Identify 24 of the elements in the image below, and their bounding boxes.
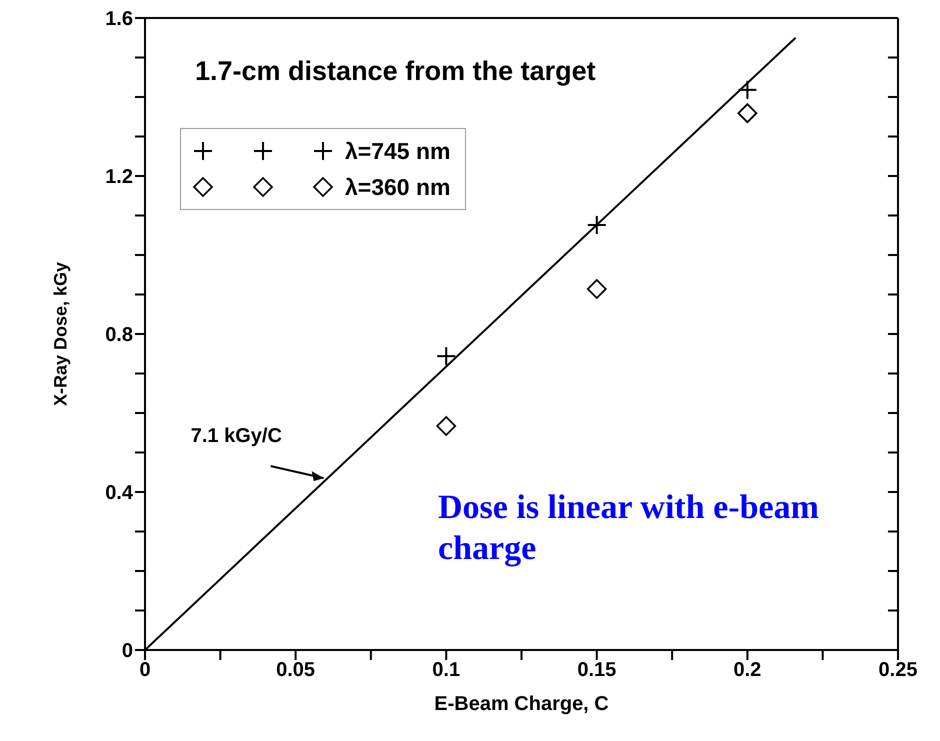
y-tick-label: 0.8 xyxy=(105,324,133,346)
annotation: 1.7-cm distance from the target xyxy=(195,56,596,87)
x-tick-label: 0.2 xyxy=(733,659,762,682)
x-tick-label: 0.25 xyxy=(878,659,918,682)
y-tick-label: 1.2 xyxy=(105,166,133,188)
point xyxy=(586,279,607,299)
x-tick-label: 0.1 xyxy=(432,659,460,682)
point xyxy=(436,416,456,436)
annotation: Dose is linear with e-beam charge xyxy=(438,488,820,569)
x-tick-label: 0.15 xyxy=(577,659,616,682)
point xyxy=(586,214,607,235)
annotation: 7.1 kGy/C xyxy=(190,425,282,448)
y-axis-title: X-Ray Dose, kGy xyxy=(50,262,70,406)
point xyxy=(737,80,758,100)
point xyxy=(738,103,758,124)
y-tick-label: 0 xyxy=(122,640,133,662)
y-tick-label: 0.4 xyxy=(105,482,134,504)
legend-label: λ=360 nm xyxy=(345,174,450,200)
point xyxy=(436,346,456,366)
x-axis-title: E-Beam Charge, C xyxy=(434,693,609,715)
legend-label: λ=745 nm xyxy=(345,138,450,164)
y-tick-label: 1.6 xyxy=(105,8,133,30)
x-tick-label: 0 xyxy=(139,659,151,682)
x-tick-label: 0.05 xyxy=(276,659,316,682)
